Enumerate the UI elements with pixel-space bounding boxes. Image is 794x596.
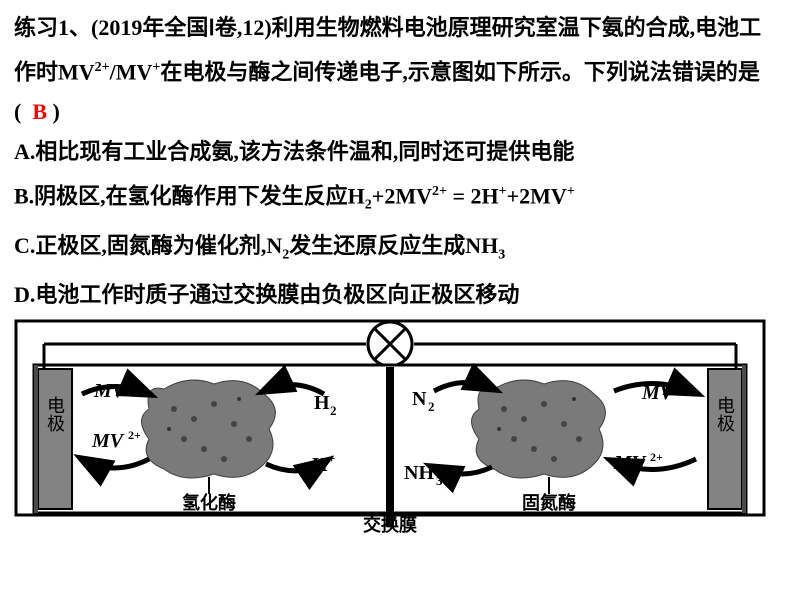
q-sup1: 2+	[95, 60, 110, 75]
svg-text:氢化酶: 氢化酶	[182, 492, 236, 513]
svg-text:+: +	[130, 378, 137, 392]
svg-text:2: 2	[428, 399, 435, 414]
svg-text:2: 2	[330, 403, 337, 418]
option-c-p2: 发生还原反应生成NH	[289, 233, 498, 258]
fuel-cell-diagram: 电极 电极 氢化酶 固氮酶	[14, 319, 766, 535]
svg-text:MV: MV	[641, 382, 675, 404]
svg-text:2+: 2+	[650, 450, 663, 464]
option-c-p1: C.正极区,固氮酶为催化剂,N	[14, 233, 282, 258]
svg-text:电极: 电极	[45, 396, 65, 432]
option-a-text: A.相比现有工业合成氨,该方法条件温和,同时还可提供电能	[14, 139, 574, 164]
svg-text:MV: MV	[91, 430, 125, 452]
option-b-sub1: 2	[365, 198, 372, 213]
option-b: B.阴极区,在氢化酶作用下发生反应H2+2MV2+ = 2H++2MV+	[14, 172, 780, 226]
svg-text:+: +	[328, 451, 335, 466]
svg-text:NH: NH	[404, 462, 434, 484]
svg-text:固氮酶: 固氮酶	[522, 492, 576, 513]
svg-text:H: H	[314, 392, 330, 414]
option-b-p3: = 2H	[447, 184, 499, 209]
svg-text:MV: MV	[93, 380, 127, 402]
option-b-p2: +2MV	[372, 184, 432, 209]
answer-letter: B	[32, 99, 47, 124]
option-c-sub2: 3	[498, 247, 505, 262]
option-d-text: D.电池工作时质子通过交换膜由负极区向正极区移动	[14, 282, 519, 307]
q-suffix: )	[53, 99, 60, 124]
option-b-p1: B.阴极区,在氢化酶作用下发生反应H	[14, 184, 365, 209]
svg-text:2+: 2+	[128, 428, 141, 442]
option-b-p4: +2MV	[507, 184, 567, 209]
svg-text:交换膜: 交换膜	[363, 514, 417, 535]
svg-text:N: N	[412, 388, 427, 410]
option-c: C.正极区,固氮酶为催化剂,N2发生还原反应生成NH3	[14, 226, 780, 275]
svg-text:3: 3	[436, 473, 443, 488]
option-a: A.相比现有工业合成氨,该方法条件温和,同时还可提供电能	[14, 132, 780, 172]
svg-text:电极: 电极	[715, 396, 735, 432]
option-b-sup2: +	[499, 184, 507, 199]
option-b-sup1: 2+	[432, 184, 447, 199]
svg-text:+: +	[678, 380, 685, 394]
option-b-sup3: +	[567, 184, 575, 199]
diagram-container: 电极 电极 氢化酶 固氮酶	[14, 319, 766, 535]
option-d: D.电池工作时质子通过交换膜由负极区向正极区移动	[14, 275, 780, 315]
question-stem: 练习1、(2019年全国Ⅰ卷,12)利用生物燃料电池原理研究室温下氨的合成,电池…	[14, 8, 780, 132]
q-mid1: /MV	[110, 59, 153, 84]
svg-text:H: H	[312, 454, 328, 476]
svg-text:MV: MV	[613, 452, 647, 474]
